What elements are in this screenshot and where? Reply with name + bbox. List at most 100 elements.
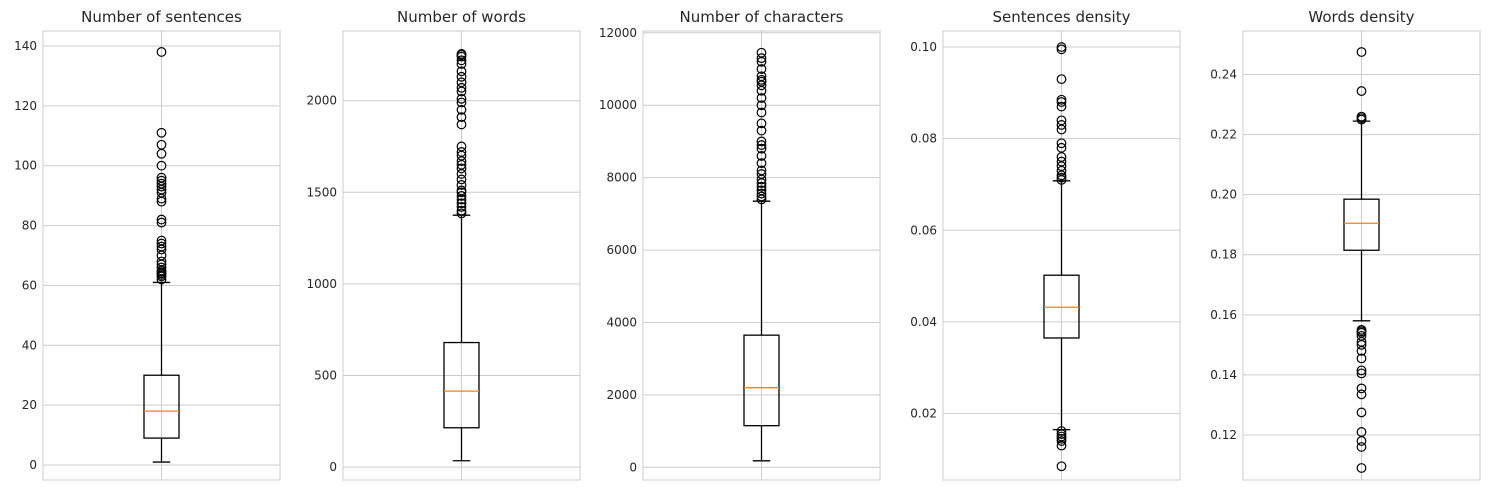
outlier-point — [756, 107, 767, 118]
outlier-point — [756, 64, 767, 74]
y-tick-label: 0.08 — [910, 132, 937, 146]
outlier-point — [156, 214, 167, 225]
outlier-point — [456, 198, 467, 209]
outlier-point — [1356, 330, 1367, 341]
outlier-point — [756, 191, 767, 202]
axes-frame — [42, 30, 281, 481]
subplot-3: 0 2000 4000 6000 8000 10000 12000 Number of cha… — [599, 8, 881, 481]
outlier-point — [156, 178, 167, 189]
outlier-point — [1356, 389, 1367, 400]
outlier-point — [1356, 407, 1367, 418]
outlier-point — [1356, 463, 1367, 473]
y-tick-label: 20 — [22, 398, 37, 412]
outlier-point — [456, 141, 467, 152]
y-tick-label: 120 — [14, 99, 37, 113]
iqr-box — [1043, 274, 1080, 339]
outlier-point — [456, 55, 467, 66]
outlier-point — [1056, 156, 1067, 167]
y-tick-label: 0.16 — [1210, 308, 1237, 322]
outlier-point — [156, 139, 167, 150]
outlier-point — [156, 256, 167, 267]
outlier-point — [156, 238, 167, 249]
y-tick-label: 0.18 — [1210, 248, 1237, 262]
outlier-point — [756, 169, 767, 179]
outlier-point — [1356, 324, 1367, 335]
outlier-point — [756, 181, 767, 192]
axes-frame — [942, 30, 1181, 481]
y-tick-label: 1500 — [306, 185, 337, 199]
y-tick-label: 0.24 — [1210, 68, 1237, 82]
outlier-point — [1056, 115, 1067, 126]
outlier-point — [1056, 101, 1067, 112]
outlier-point — [756, 100, 767, 111]
y-tick-label: 0.20 — [1210, 188, 1237, 202]
y-tick-label: 0.06 — [910, 223, 937, 237]
y-tick-label: 140 — [14, 39, 37, 53]
outlier-point — [456, 202, 467, 212]
outlier-point — [456, 163, 467, 174]
outlier-point — [756, 93, 767, 103]
outlier-point — [456, 174, 467, 185]
outlier-point — [156, 127, 167, 138]
y-tick-label: 10000 — [599, 98, 637, 112]
y-tick-label: 8000 — [606, 171, 637, 185]
outlier-point — [1356, 383, 1367, 394]
outlier-point — [1056, 94, 1067, 105]
outlier-point — [156, 172, 167, 183]
subplot-5: 0.12 0.14 0.16 0.18 0.20 0.22 0.24 Words densit… — [1210, 8, 1481, 481]
y-tick-label: 0 — [629, 460, 637, 474]
outlier-point — [1056, 461, 1067, 472]
outlier-point — [156, 47, 167, 57]
outlier-point — [456, 205, 467, 216]
y-tick-label: 0.10 — [910, 40, 937, 54]
iqr-box — [743, 334, 780, 427]
outlier-point — [456, 97, 467, 108]
outlier-point — [456, 71, 467, 82]
y-tick-label: 0.04 — [910, 315, 937, 329]
outlier-point — [1356, 365, 1367, 376]
outlier-point — [1056, 429, 1067, 440]
axes-frame — [642, 30, 881, 481]
outlier-point — [756, 136, 767, 147]
outlier-point — [756, 143, 767, 154]
y-tick-label: 0.14 — [1210, 368, 1237, 382]
y-tick-label: 2000 — [606, 388, 637, 402]
subplot-2: 0 500 1000 1500 2000 Number of words — [306, 8, 581, 481]
y-tick-label: 100 — [14, 159, 37, 173]
outlier-point — [1056, 42, 1067, 52]
y-tick-label: 40 — [22, 338, 37, 352]
outlier-point — [756, 125, 767, 136]
subplot-4: 0.02 0.04 0.06 0.08 0.10 Sentences density — [910, 8, 1181, 481]
outlier-point — [1056, 120, 1067, 130]
outlier-point — [456, 49, 467, 59]
outlier-point — [756, 188, 767, 199]
outlier-point — [756, 165, 767, 176]
outlier-point — [456, 191, 467, 201]
outlier-point — [156, 217, 167, 228]
outlier-point — [756, 53, 767, 64]
outlier-point — [456, 93, 467, 104]
outlier-point — [1056, 74, 1067, 85]
y-tick-label: 60 — [22, 278, 37, 292]
axes-frame — [342, 30, 581, 481]
y-tick-label: 2000 — [306, 94, 337, 108]
outlier-point — [456, 82, 467, 93]
outlier-point — [756, 158, 767, 169]
outlier-point — [1356, 86, 1367, 96]
outlier-point — [1356, 427, 1367, 437]
axes-frame — [1242, 30, 1481, 481]
outlier-point — [456, 66, 467, 77]
y-tick-label: 0 — [29, 458, 37, 472]
y-tick-label: 0.22 — [1210, 128, 1237, 142]
outlier-point — [756, 71, 767, 82]
outlier-point — [756, 185, 767, 196]
y-tick-label: 6000 — [606, 243, 637, 257]
outlier-point — [456, 208, 467, 219]
y-tick-label: 1000 — [306, 277, 337, 291]
outlier-point — [156, 235, 167, 246]
outlier-point — [1356, 353, 1367, 364]
subplot-title: Number of words — [397, 8, 526, 26]
outlier-point — [756, 151, 767, 161]
outlier-point — [1056, 142, 1067, 153]
